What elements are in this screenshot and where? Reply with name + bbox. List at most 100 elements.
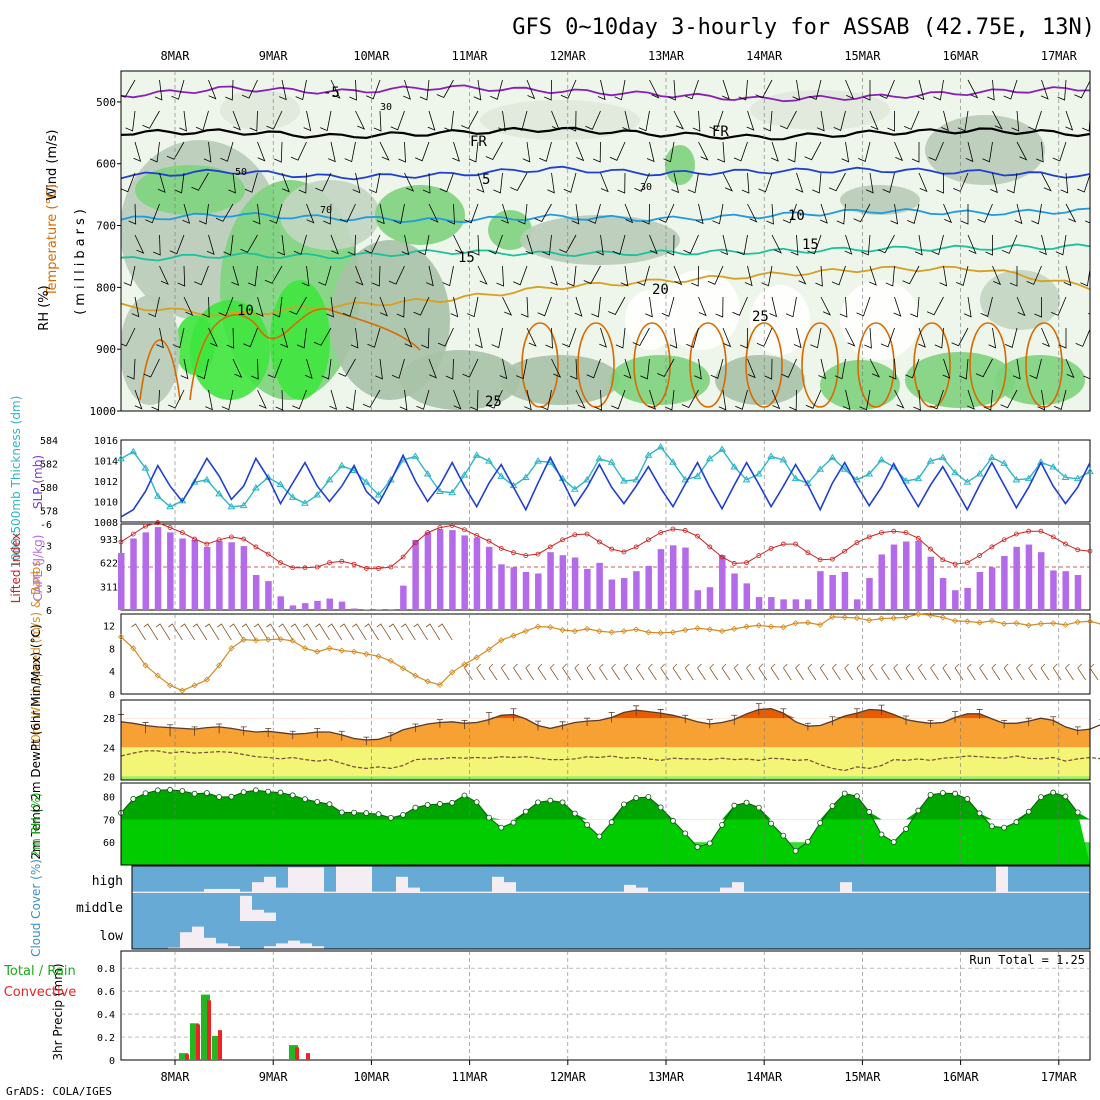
wind10m-marker [755,622,762,629]
temp-minmax-bar [216,723,223,734]
cloud-cell [972,891,984,893]
li-marker [707,544,713,550]
rh-marker [486,814,492,821]
wind-barb [1000,389,1018,409]
wind-barb [350,327,359,349]
cape-bar [289,605,297,610]
wind-barb [198,203,209,225]
cloud-tick-label: middle [76,901,123,916]
thickness-marker [583,475,591,483]
wind-barb [853,203,871,223]
wind-barb [473,79,482,101]
thickness-marker [595,454,604,462]
wind-barb [560,79,577,99]
day-label-bottom: 10MAR [353,1070,390,1084]
wind-barb [951,327,969,347]
wind-barb [779,110,797,130]
thickness-marker [301,499,309,506]
wind-barb [476,172,485,193]
wind-barb [537,296,552,317]
li-marker [1050,534,1056,540]
cloud-cell [684,891,696,893]
temp-minmax-bar [363,736,370,746]
thickness-marker [411,452,420,459]
wind10m-marker [166,682,174,689]
wind10m-barb [917,663,927,681]
wind-barb [257,389,267,409]
wind-barb [795,172,804,193]
wind10m-barbs [131,623,1099,681]
wind-barb [153,234,161,256]
temp-minmax-bar [387,732,394,742]
wind10m-marker [534,623,542,630]
wind10m-barb [770,663,780,681]
thickness-marker [1073,474,1082,482]
wind-barb [355,265,364,286]
wind10m-barb [413,623,428,641]
wind-barb [399,389,408,411]
thickness-marker [742,475,751,483]
slp-line [120,453,1091,518]
wind-barb [513,265,528,286]
wind10m-barb [537,663,547,681]
thickness-marker [791,474,800,482]
wind10m-marker [449,669,456,676]
cloud-cell [252,909,264,921]
wind10m-barb [131,623,146,641]
wind-barb [428,358,437,379]
rh-marker [620,801,627,808]
cloud-cell [132,891,144,893]
thickness-marker [166,502,174,510]
contour-label: FR [712,124,729,140]
wind-barb [151,389,160,411]
wind-barb [1005,327,1018,348]
li-marker [646,537,651,543]
wind-barb [1039,234,1047,256]
wind-barb [982,141,993,163]
wind-barb [220,141,234,162]
cape-bar [1025,544,1033,610]
wind-barb [782,203,797,224]
thickness-marker [718,445,726,452]
wind-barb [718,389,727,411]
wind-barb [977,203,993,223]
wind-barb [304,358,313,379]
thickness-marker [1049,462,1058,470]
thickness-tick-label: 582 [40,459,58,470]
li-marker [682,528,688,533]
cape-bar [829,574,836,610]
wind-barb [709,110,724,131]
thickness-marker [423,469,432,477]
day-label-top: 8MAR [161,49,191,63]
li-marker [793,541,799,547]
contour-label: 10 [788,208,805,224]
cloud-cell [588,891,600,893]
day-label-top: 9MAR [259,49,289,63]
wind-barb [942,358,951,379]
rh-marker [498,824,505,831]
cloud-cell [756,891,768,893]
wind-barb [805,389,822,409]
thickness-marker [816,465,825,472]
temp-minmax-bar [485,711,492,725]
temp-fill [121,708,1090,748]
wind-barb [313,327,332,346]
li-marker [388,564,394,570]
day-label-bottom: 13MAR [648,1070,685,1084]
rh-frame [120,782,1091,866]
wind-barb [442,265,454,287]
temp2m-axis-label: 2m Temp 2m DewPt (6hr Min/Max) (°C) [29,624,43,859]
wind10m-barb [401,623,416,641]
wind10m-barb [476,663,486,681]
li-marker [498,545,504,551]
wind-barb [1065,203,1077,223]
slp-tick-label: 1010 [94,498,118,509]
wind-barb [992,110,1003,130]
contour-label: 30 [380,102,392,113]
wind-barb [733,141,748,162]
wind-barb [202,296,210,318]
rh-marker [633,795,640,801]
cloud-cell [156,891,168,893]
isotherm-line [121,243,1090,262]
wind-barb [320,110,332,132]
